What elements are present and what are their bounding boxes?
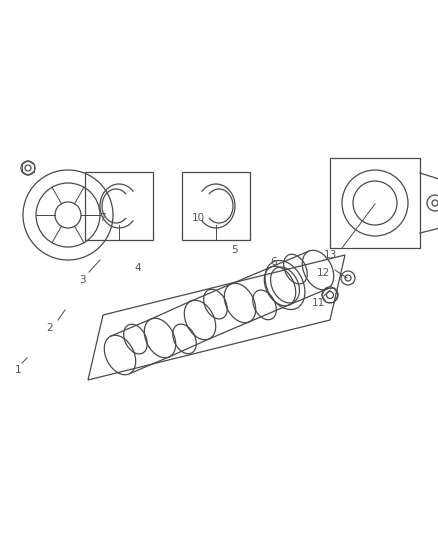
Text: 1: 1 — [15, 365, 21, 375]
Text: 11: 11 — [311, 298, 325, 308]
Text: 2: 2 — [47, 323, 53, 333]
Text: 6: 6 — [271, 257, 277, 267]
Text: 7: 7 — [99, 213, 105, 223]
Text: 10: 10 — [191, 213, 205, 223]
Text: 3: 3 — [79, 275, 85, 285]
Text: 4: 4 — [135, 263, 141, 273]
Text: 13: 13 — [323, 250, 337, 260]
Text: 5: 5 — [231, 245, 237, 255]
Bar — [182, 172, 250, 240]
Bar — [330, 158, 420, 248]
Bar — [85, 172, 153, 240]
Text: 12: 12 — [316, 268, 330, 278]
